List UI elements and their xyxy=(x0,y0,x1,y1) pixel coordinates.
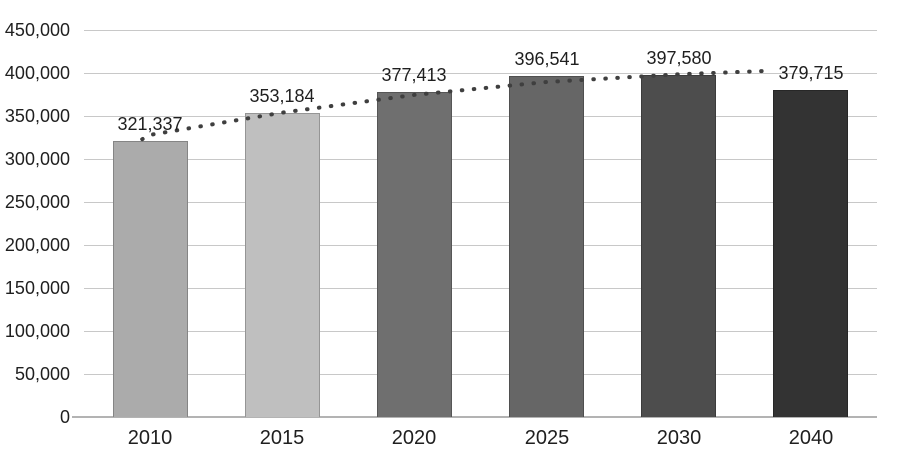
y-axis-tick-label: 350,000 xyxy=(4,106,70,126)
y-axis-tick-label: 400,000 xyxy=(4,63,70,83)
bar-value-label: 397,580 xyxy=(646,48,712,68)
x-axis-tick-label: 2015 xyxy=(259,427,305,449)
y-axis-tick-label: 450,000 xyxy=(4,20,70,40)
bar xyxy=(245,113,320,417)
x-axis-tick-label: 2010 xyxy=(127,427,173,449)
bar xyxy=(641,75,716,417)
x-axis-tick-label: 2020 xyxy=(391,427,437,449)
gridline xyxy=(84,159,877,160)
gridline xyxy=(84,245,877,246)
bar-value-label: 379,715 xyxy=(778,63,844,83)
bar-value-label: 353,184 xyxy=(249,86,315,106)
y-axis-tick-label: 300,000 xyxy=(4,149,70,169)
gridline xyxy=(84,202,877,203)
gridline xyxy=(84,331,877,332)
y-axis-tick-label: 150,000 xyxy=(4,278,70,298)
gridline xyxy=(84,374,877,375)
gridline xyxy=(84,30,877,31)
bar-value-label: 321,337 xyxy=(117,114,183,134)
bar xyxy=(113,141,188,417)
bar xyxy=(377,92,452,417)
x-axis-tick-label: 2030 xyxy=(656,427,702,449)
x-axis-line xyxy=(72,416,877,418)
bar xyxy=(773,90,848,417)
x-axis-tick-label: 2025 xyxy=(524,427,570,449)
y-axis-tick-label: 0 xyxy=(59,407,70,427)
gridline xyxy=(84,73,877,74)
x-axis-tick-label: 2040 xyxy=(788,427,834,449)
gridline xyxy=(84,288,877,289)
bar xyxy=(509,76,584,417)
bar-value-label: 396,541 xyxy=(514,49,580,69)
gridline xyxy=(84,116,877,117)
y-axis-tick-label: 100,000 xyxy=(4,321,70,341)
y-axis-tick-label: 50,000 xyxy=(14,364,70,384)
bar-value-label: 377,413 xyxy=(381,65,447,85)
y-axis-tick-label: 250,000 xyxy=(4,192,70,212)
y-axis-tick-label: 200,000 xyxy=(4,235,70,255)
